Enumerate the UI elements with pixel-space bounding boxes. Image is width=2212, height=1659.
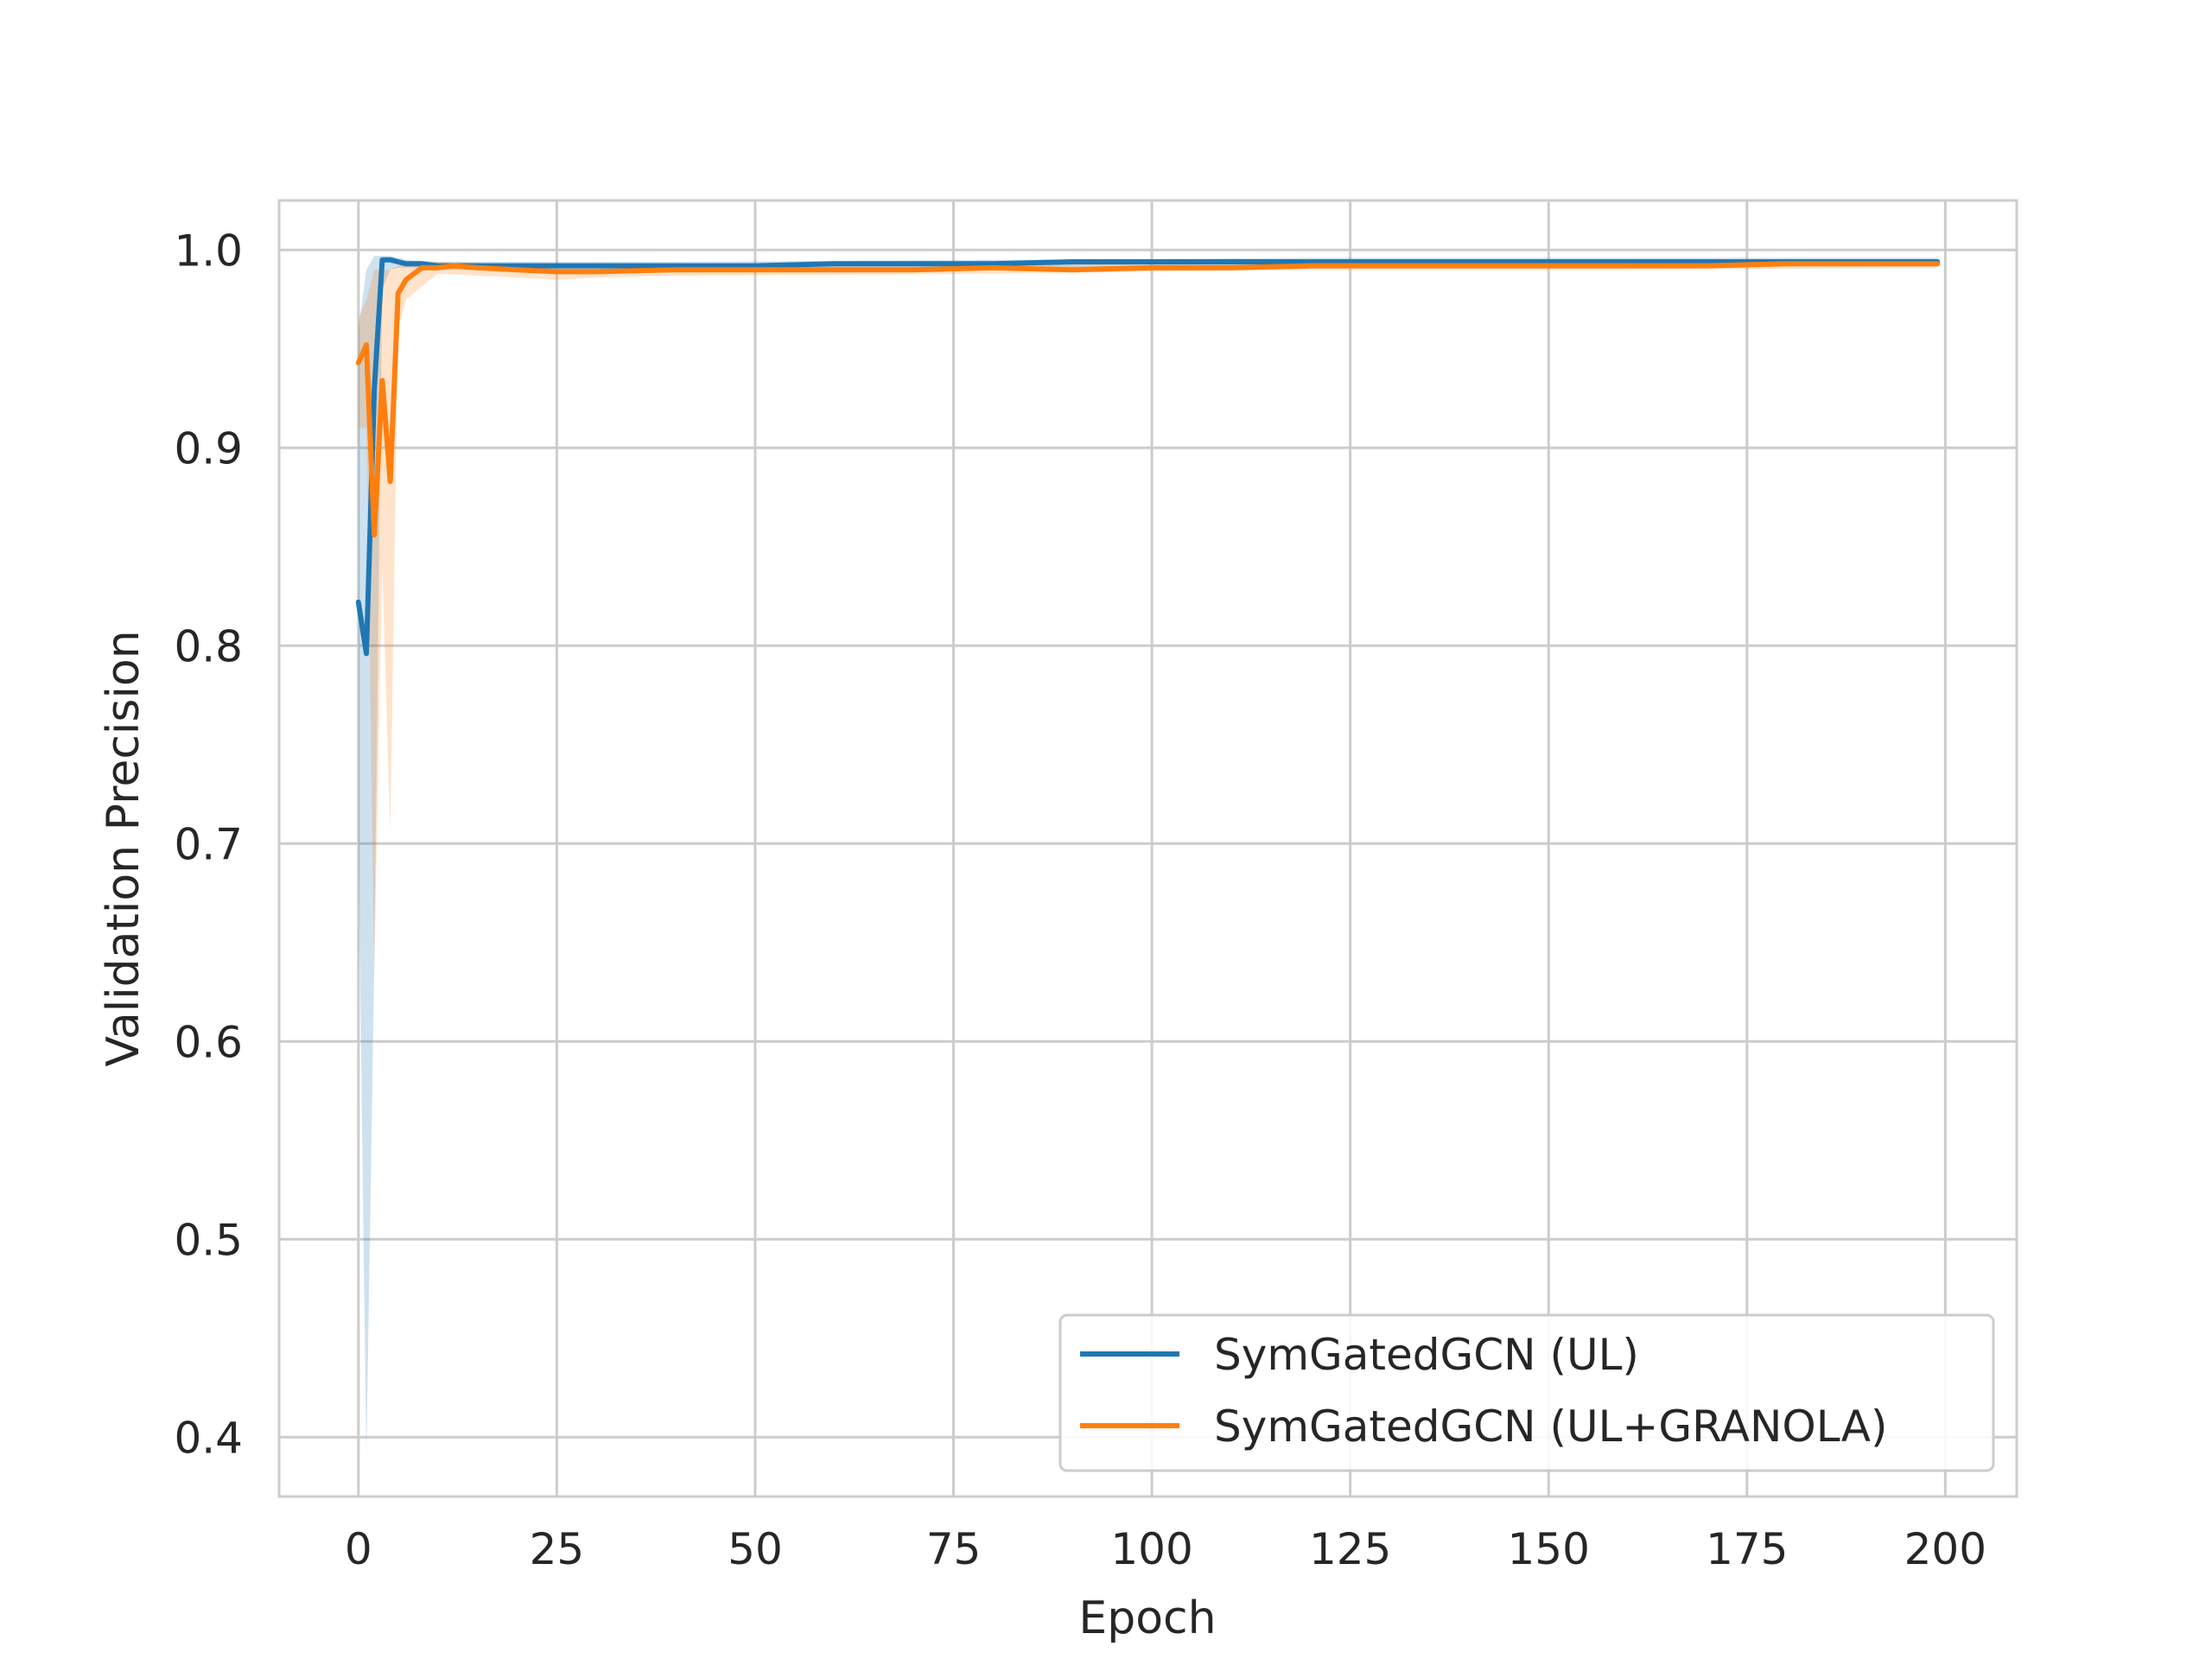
series-line-1 <box>355 261 1941 537</box>
x-tick-label-0: 0 <box>345 1524 372 1574</box>
x-tick-label-75: 75 <box>926 1524 982 1574</box>
x-tick-label-50: 50 <box>728 1524 783 1574</box>
x-tick-label-125: 125 <box>1309 1524 1391 1574</box>
y-tick-label-0.5: 0.5 <box>174 1215 243 1265</box>
x-tick-label-150: 150 <box>1508 1524 1590 1574</box>
x-tick-label-175: 175 <box>1706 1524 1788 1574</box>
x-tick-labels: 0 25 50 75 100 125 150 175 200 <box>345 1524 1986 1574</box>
plot-area <box>279 200 2017 1497</box>
y-tick-label-0.4: 0.4 <box>174 1413 243 1463</box>
y-tick-labels: 0.4 0.5 0.6 0.7 0.8 0.9 1.0 <box>174 226 243 1463</box>
x-tick-label-100: 100 <box>1110 1524 1192 1574</box>
legend-entry-ul: SymGatedGCN (UL) <box>1214 1330 1639 1380</box>
legend-entry-ul-granola: SymGatedGCN (UL+GRANOLA) <box>1214 1402 1887 1452</box>
y-axis-label: Validation Precision <box>98 630 149 1066</box>
y-tick-label-0.6: 0.6 <box>174 1017 243 1067</box>
x-tick-label-200: 200 <box>1904 1524 1986 1574</box>
x-axis-label: Epoch <box>1078 1592 1216 1644</box>
y-tick-label-0.7: 0.7 <box>174 819 243 869</box>
series-line-0 <box>355 257 1941 657</box>
y-tick-label-0.8: 0.8 <box>174 621 243 671</box>
y-tick-label-0.9: 0.9 <box>174 423 243 474</box>
series-lines <box>355 257 1941 657</box>
legend-box <box>1058 1313 1995 1472</box>
x-tick-label-25: 25 <box>530 1524 585 1574</box>
plot-frame <box>277 199 2018 1498</box>
y-tick-label-1.0: 1.0 <box>174 226 243 276</box>
legend: SymGatedGCN (UL) SymGatedGCN (UL+GRANOLA… <box>1058 1313 1995 1472</box>
